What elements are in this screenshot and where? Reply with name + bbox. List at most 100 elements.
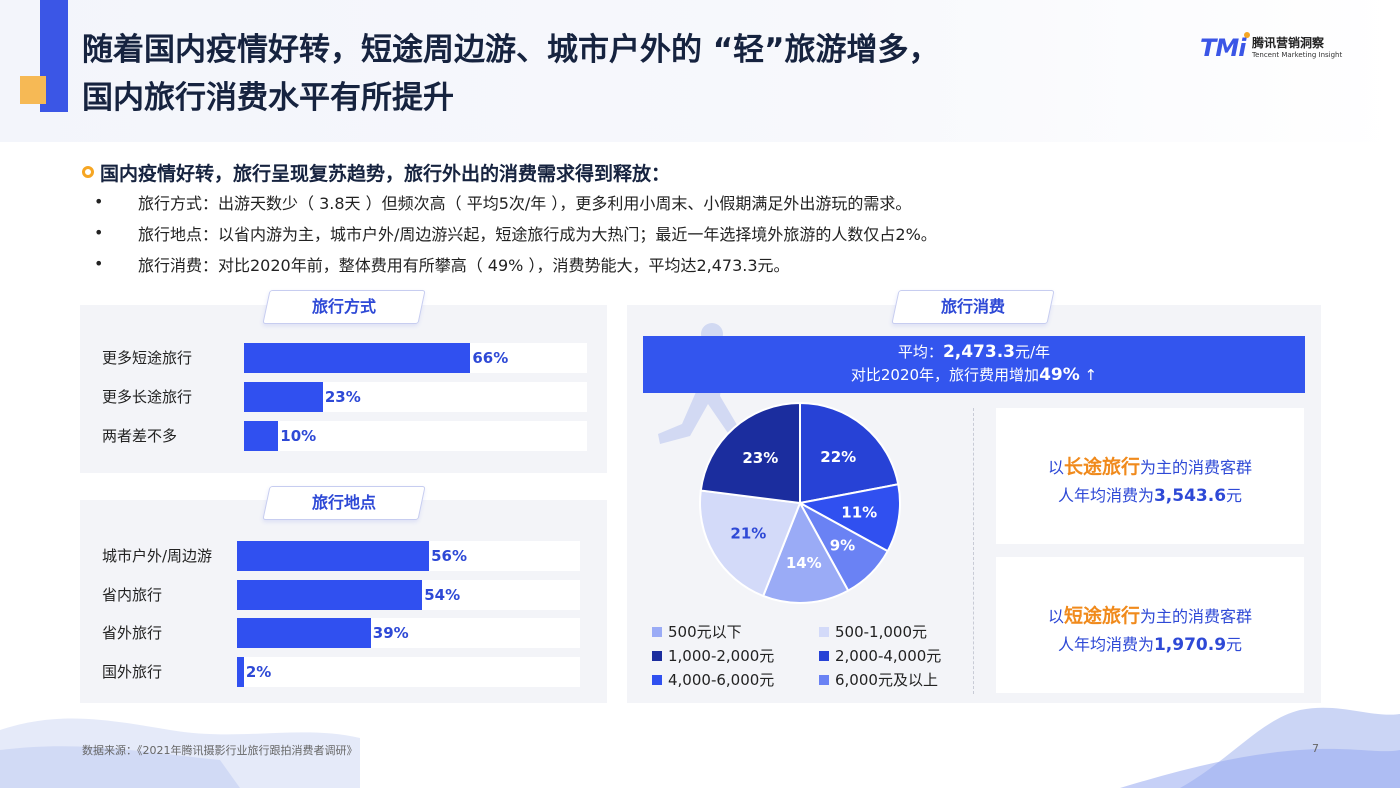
logo-dot-icon <box>1244 32 1250 38</box>
arrow-up-icon: ↑ <box>1084 366 1098 384</box>
average-spend-line: 平均：2,473.3元/年 <box>643 341 1305 362</box>
bar-value-label: 2% <box>245 662 272 681</box>
legend-item: 4,000-6,000元 <box>652 669 774 690</box>
bar-track <box>244 382 587 412</box>
pie-slice <box>761 500 850 604</box>
bullet-dot-icon: • <box>94 223 104 242</box>
legend-item: 2,000-4,000元 <box>819 645 941 666</box>
bar-row: 更多短途旅行 66% <box>102 343 587 373</box>
bar <box>237 656 244 687</box>
compare-prefix: 对比2020年，旅行费用增加 <box>850 366 1040 384</box>
legend-swatch <box>819 674 829 685</box>
avg-prefix: 平均： <box>897 343 943 361</box>
travel-spend-tab: 旅行消费 <box>891 290 1055 324</box>
bar-value-label: 54% <box>424 585 461 604</box>
pie-slice-label: 23% <box>742 449 778 467</box>
legend-swatch <box>652 674 662 685</box>
legend-label: 500元以下 <box>668 623 742 641</box>
bar-track <box>237 541 580 571</box>
legend-item: 1,000-2,000元 <box>652 645 774 666</box>
bar <box>237 618 371 648</box>
bar <box>244 421 279 451</box>
intro-section: 国内疫情好转，旅行呈现复苏趋势，旅行外出的消费需求得到释放： • 旅行方式：出游… <box>82 158 1332 279</box>
bar-row: 城市户外/周边游 56% <box>102 541 580 571</box>
pie-slice-label: 22% <box>820 448 856 466</box>
travel-mode-tab-label: 旅行方式 <box>311 297 376 316</box>
legend-label: 4,000-6,000元 <box>668 671 775 689</box>
bar <box>244 382 323 412</box>
long-line2-prefix: 人年均消费为 <box>1057 486 1154 505</box>
bar-row: 国外旅行 2% <box>102 656 580 687</box>
accent-square <box>20 76 46 104</box>
compare-line: 对比2020年，旅行费用增加49% ↑ <box>643 364 1305 385</box>
bar-category-label: 省外旅行 <box>102 624 163 642</box>
legend-swatch <box>652 650 662 661</box>
intro-heading-text: 国内疫情好转，旅行呈现复苏趋势，旅行外出的消费需求得到释放： <box>100 162 671 185</box>
bar-category-label: 省内旅行 <box>102 585 163 604</box>
avg-value: 2,473.3 <box>942 342 1015 362</box>
long-prefix: 以 <box>1047 458 1064 477</box>
short-trip-line1: 以短途旅行为主的消费客群 <box>996 601 1304 628</box>
avg-suffix: 元/年 <box>1015 343 1051 361</box>
bullet-text: 旅行方式：出游天数少（ 3.8天 ）但频次高（ 平均5次/年 ），更多利用小周末… <box>138 193 912 213</box>
short-trip-highlight: 短途旅行 <box>1063 605 1140 627</box>
bar <box>237 579 423 610</box>
short-suffix: 为主的消费客群 <box>1140 607 1253 626</box>
logo-cn-text: 腾讯营销洞察 <box>1252 36 1325 50</box>
bar-category-label: 更多长途旅行 <box>102 388 193 406</box>
logo-en-text: Tencent Marketing Insight <box>1252 51 1343 59</box>
bar <box>237 541 430 571</box>
travel-place-tab-label: 旅行地点 <box>311 493 376 512</box>
legend-swatch <box>819 650 829 661</box>
average-spend-banner: 平均：2,473.3元/年 对比2020年，旅行费用增加49% ↑ <box>643 336 1305 393</box>
short-unit: 元 <box>1226 635 1243 654</box>
bar-track <box>237 579 580 610</box>
bar-track <box>244 421 587 451</box>
travel-spend-tab-label: 旅行消费 <box>940 297 1005 316</box>
bar-row: 两者差不多 10% <box>102 421 587 451</box>
bar-value-label: 56% <box>431 547 467 565</box>
bar-row: 省外旅行 39% <box>102 618 580 648</box>
legend-item: 500元以下 <box>652 621 742 642</box>
bar <box>244 343 471 373</box>
legend-label: 2,000-4,000元 <box>835 647 942 665</box>
legend-label: 500-1,000元 <box>835 623 927 641</box>
long-trip-line1: 以长途旅行为主的消费客群 <box>996 452 1304 479</box>
long-suffix: 为主的消费客群 <box>1140 458 1253 477</box>
bar-value-label: 39% <box>372 624 409 642</box>
long-trip-highlight: 长途旅行 <box>1063 456 1140 478</box>
bar-row: 省内旅行 54% <box>102 579 580 610</box>
pie-slice <box>797 483 901 553</box>
short-prefix: 以 <box>1047 607 1064 626</box>
short-line2-prefix: 人年均消费为 <box>1057 635 1154 654</box>
intro-heading: 国内疫情好转，旅行呈现复苏趋势，旅行外出的消费需求得到释放： <box>82 158 1332 186</box>
bullet-text: 旅行消费：对比2020年前，整体费用有所攀高（ 49% ），消费势能大，平均达2… <box>138 255 790 275</box>
dashed-divider <box>973 408 974 694</box>
pie-slice-label: 11% <box>841 503 877 521</box>
logo-mark: TMi <box>1200 34 1246 62</box>
compare-value: 49% <box>1039 365 1080 385</box>
long-trip-line2: 人年均消费为3,543.6元 <box>996 482 1304 506</box>
bullet-text: 旅行地点：以省内游为主，城市户外/周边游兴起，短途旅行成为大热门；最近一年选择境… <box>138 224 937 244</box>
short-trip-value: 1,970.9 <box>1153 635 1227 655</box>
bar-category-label: 两者差不多 <box>102 427 178 445</box>
pie-slice <box>699 489 802 598</box>
pie-slice <box>799 401 900 505</box>
bar-value-label: 66% <box>472 349 509 367</box>
bar-track <box>244 343 587 373</box>
bar-category-label: 城市户外/周边游 <box>102 547 213 565</box>
list-item: • 旅行方式：出游天数少（ 3.8天 ）但频次高（ 平均5次/年 ），更多利用小… <box>82 186 1332 217</box>
long-trip-card: 以长途旅行为主的消费客群 人年均消费为3,543.6元 <box>996 408 1304 544</box>
page-title-line2: 国内旅行消费水平有所提升 <box>82 80 454 116</box>
list-item: • 旅行地点：以省内游为主，城市户外/周边游兴起，短途旅行成为大热门；最近一年选… <box>82 217 1332 248</box>
list-item: • 旅行消费：对比2020年前，整体费用有所攀高（ 49% ），消费势能大，平均… <box>82 248 1332 279</box>
brand-logo: TMi 腾讯营销洞察 Tencent Marketing Insight <box>1200 32 1342 64</box>
data-source-note: 数据来源：《2021年腾讯摄影行业旅行跟拍消费者调研》 <box>82 744 358 757</box>
header-band <box>0 0 1400 142</box>
travel-mode-tab: 旅行方式 <box>262 290 426 324</box>
legend-item: 6,000元及以上 <box>819 669 938 690</box>
legend-swatch <box>652 626 662 637</box>
long-unit: 元 <box>1226 486 1243 505</box>
bar-category-label: 更多短途旅行 <box>102 349 193 367</box>
bar-track <box>237 618 580 648</box>
